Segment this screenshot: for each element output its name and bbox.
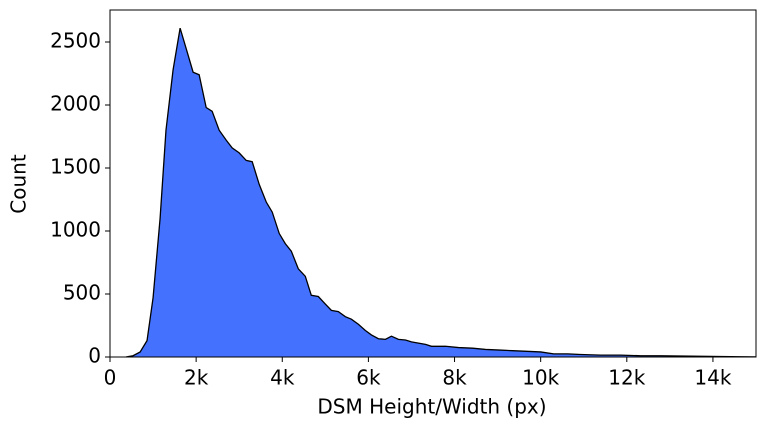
y-tick-label: 2000 <box>50 92 101 116</box>
x-tick-label: 4k <box>270 366 295 390</box>
plot-frame <box>109 9 757 358</box>
x-tick-label: 6k <box>356 366 381 390</box>
x-tick-label: 2k <box>184 366 209 390</box>
x-tick-label: 14k <box>694 366 731 390</box>
x-tick-label: 8k <box>442 366 467 390</box>
x-tick-label: 10k <box>522 366 559 390</box>
area <box>126 28 756 357</box>
y-tick-label: 2500 <box>50 29 101 53</box>
y-tick-label: 0 <box>88 344 101 368</box>
area-outline <box>125 27 757 358</box>
x-tick-label: 0 <box>104 366 117 390</box>
y-tick-label: 500 <box>63 281 101 305</box>
y-tick-label: 1500 <box>50 155 101 179</box>
x-tick-label: 12k <box>608 366 645 390</box>
y-axis-label: Count <box>7 154 31 214</box>
x-axis-label: DSM Height/Width (px) <box>317 395 546 419</box>
y-tick-label: 1000 <box>50 218 101 242</box>
